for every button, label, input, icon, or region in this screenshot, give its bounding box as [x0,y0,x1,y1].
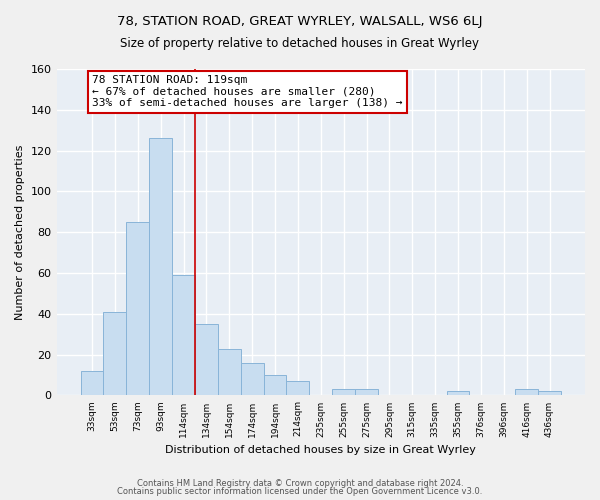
Bar [127,222,149,396]
Text: Size of property relative to detached houses in Great Wyrley: Size of property relative to detached ho… [121,38,479,51]
Bar [149,138,172,396]
Text: Contains public sector information licensed under the Open Government Licence v3: Contains public sector information licen… [118,487,482,496]
Bar [172,275,195,396]
Bar [241,363,263,396]
Bar [515,390,538,396]
Bar [538,392,561,396]
Bar [332,390,355,396]
Text: 78 STATION ROAD: 119sqm
← 67% of detached houses are smaller (280)
33% of semi-d: 78 STATION ROAD: 119sqm ← 67% of detache… [92,75,403,108]
Bar [355,390,378,396]
Bar [103,312,127,396]
Bar [286,381,310,396]
Bar [80,371,103,396]
Bar [263,375,286,396]
Bar [218,348,241,396]
X-axis label: Distribution of detached houses by size in Great Wyrley: Distribution of detached houses by size … [166,445,476,455]
Text: Contains HM Land Registry data © Crown copyright and database right 2024.: Contains HM Land Registry data © Crown c… [137,478,463,488]
Bar [195,324,218,396]
Text: 78, STATION ROAD, GREAT WYRLEY, WALSALL, WS6 6LJ: 78, STATION ROAD, GREAT WYRLEY, WALSALL,… [117,15,483,28]
Y-axis label: Number of detached properties: Number of detached properties [15,144,25,320]
Bar [446,392,469,396]
